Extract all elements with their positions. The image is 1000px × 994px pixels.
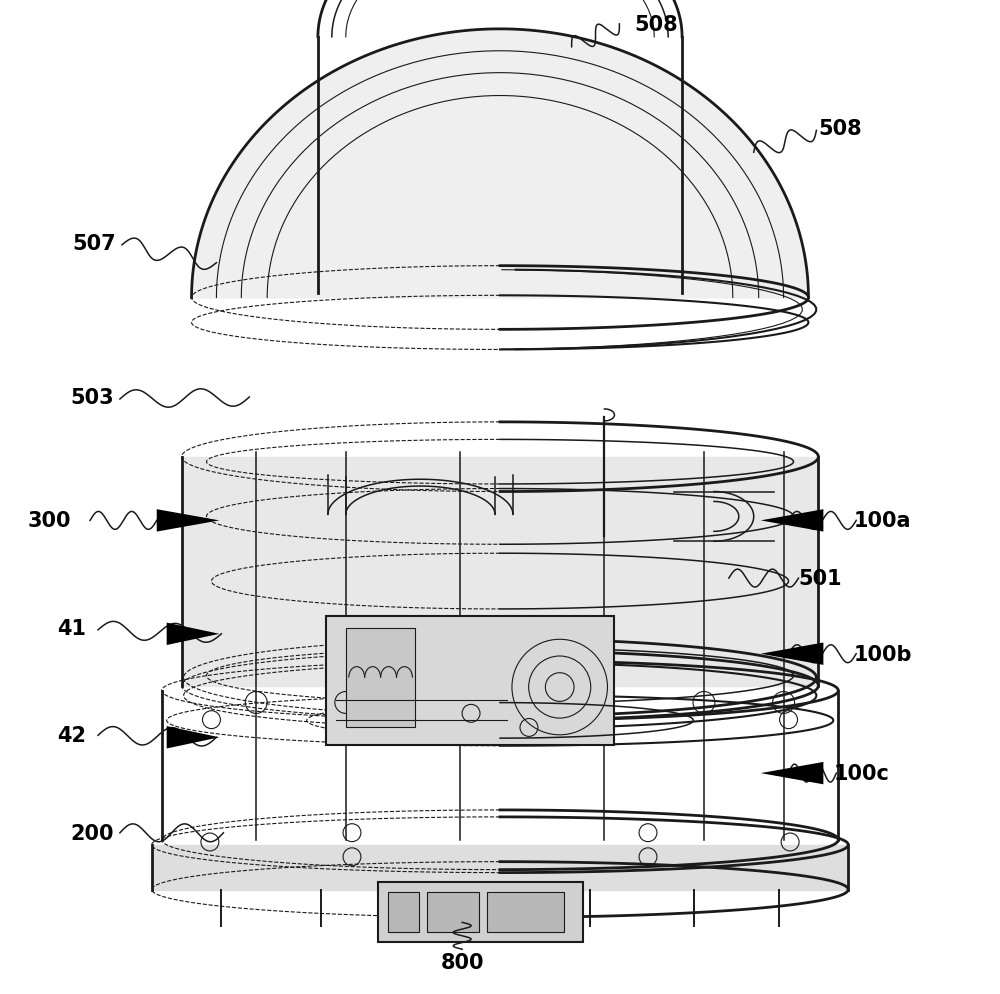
Polygon shape	[192, 30, 808, 298]
Text: 300: 300	[27, 511, 71, 531]
FancyBboxPatch shape	[487, 892, 564, 932]
Text: 508: 508	[818, 119, 862, 139]
FancyBboxPatch shape	[346, 628, 415, 728]
Polygon shape	[157, 510, 219, 532]
Text: 503: 503	[70, 388, 114, 408]
Polygon shape	[182, 457, 818, 686]
Polygon shape	[167, 727, 219, 748]
Text: 501: 501	[798, 569, 842, 588]
Polygon shape	[167, 623, 219, 645]
FancyBboxPatch shape	[326, 616, 614, 746]
Polygon shape	[761, 510, 823, 532]
Polygon shape	[152, 845, 848, 890]
Text: 200: 200	[70, 823, 114, 843]
Polygon shape	[761, 762, 823, 784]
Text: 100c: 100c	[833, 763, 889, 783]
Text: 42: 42	[57, 726, 86, 746]
FancyBboxPatch shape	[378, 882, 583, 942]
Text: 100b: 100b	[853, 644, 912, 664]
Text: 507: 507	[72, 234, 116, 253]
Text: 41: 41	[57, 618, 86, 638]
Polygon shape	[761, 643, 823, 665]
FancyBboxPatch shape	[388, 892, 419, 932]
FancyBboxPatch shape	[427, 892, 479, 932]
Text: 100a: 100a	[853, 511, 911, 531]
Text: 800: 800	[440, 952, 484, 972]
Text: 508: 508	[634, 15, 678, 35]
